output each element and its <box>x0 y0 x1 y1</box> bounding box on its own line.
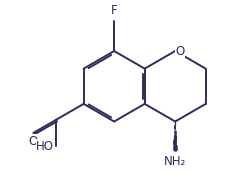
Text: NH₂: NH₂ <box>164 155 186 168</box>
Text: O: O <box>175 45 184 57</box>
Text: HO: HO <box>36 140 54 153</box>
Text: F: F <box>111 4 117 17</box>
Text: O: O <box>29 135 38 148</box>
